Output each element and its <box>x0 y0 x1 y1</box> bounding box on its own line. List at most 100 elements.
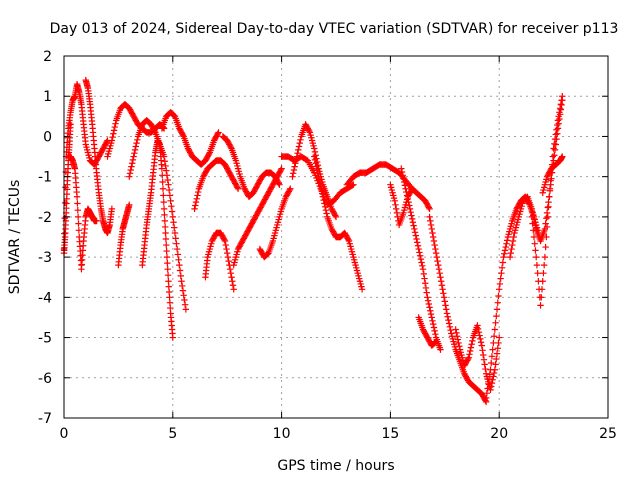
data-point <box>432 331 439 338</box>
data-point <box>530 227 537 234</box>
data-point <box>413 235 420 243</box>
data-point <box>528 213 536 221</box>
data-point <box>446 323 454 331</box>
data-point <box>174 251 182 258</box>
data-point <box>530 233 538 241</box>
data-point <box>165 278 172 285</box>
data-point <box>532 253 540 261</box>
data-point <box>543 233 550 241</box>
data-point <box>406 205 414 213</box>
data-point <box>452 326 459 333</box>
data-point <box>543 215 550 222</box>
data-point <box>133 139 140 147</box>
data-point <box>323 210 330 217</box>
data-point <box>428 225 435 233</box>
data-point <box>432 338 440 345</box>
data-point <box>417 255 425 263</box>
data-point <box>292 156 300 164</box>
series-arc-l <box>202 229 237 293</box>
data-point <box>426 205 433 213</box>
data-point <box>429 317 436 324</box>
data-point <box>170 111 177 119</box>
data-point <box>311 153 318 160</box>
data-point <box>311 145 318 152</box>
series-arc-d <box>78 205 100 273</box>
data-point <box>427 221 435 229</box>
data-point <box>290 170 297 177</box>
data-point <box>67 121 74 128</box>
data-point <box>547 177 554 184</box>
y-tick-label: 0 <box>43 129 52 145</box>
data-point <box>484 385 491 392</box>
data-point <box>481 361 488 368</box>
data-point <box>430 237 438 245</box>
data-point <box>223 245 230 253</box>
data-point <box>490 373 497 380</box>
data-point <box>494 345 501 352</box>
data-point <box>289 173 296 180</box>
data-point <box>320 196 327 204</box>
data-point <box>429 233 437 241</box>
data-point <box>540 270 547 277</box>
data-point <box>402 185 409 192</box>
data-point <box>393 209 401 217</box>
data-point <box>317 183 324 190</box>
data-point <box>469 337 476 345</box>
data-point <box>350 181 357 188</box>
series-arc-t <box>387 181 433 229</box>
data-point <box>173 245 181 253</box>
data-point <box>179 282 186 290</box>
data-point <box>305 127 313 135</box>
data-point <box>170 219 177 226</box>
data-point <box>224 253 232 261</box>
data-point <box>132 143 140 150</box>
data-point <box>453 329 460 337</box>
data-point <box>539 278 546 285</box>
y-tick-label: -7 <box>38 411 52 427</box>
data-point <box>542 220 549 227</box>
data-point <box>318 186 325 194</box>
data-point <box>160 198 167 206</box>
data-point <box>554 130 561 137</box>
data-point <box>437 346 444 353</box>
x-tick-label: 5 <box>168 426 177 442</box>
data-point <box>313 163 320 170</box>
data-point <box>403 192 411 199</box>
data-point <box>226 265 234 273</box>
data-point <box>429 229 436 237</box>
data-point <box>538 286 546 293</box>
data-point <box>314 170 322 177</box>
series-arc-z <box>506 97 566 261</box>
series-arc-e <box>82 76 116 237</box>
data-point <box>499 259 507 266</box>
data-point <box>551 140 558 148</box>
data-point <box>494 299 501 306</box>
data-point <box>171 224 178 231</box>
data-point <box>420 270 427 278</box>
data-point <box>509 237 517 245</box>
data-point <box>225 257 232 265</box>
data-point <box>554 121 561 129</box>
data-point <box>555 120 562 127</box>
data-point <box>178 278 185 285</box>
series-arc-o <box>256 185 294 261</box>
data-point <box>440 290 447 297</box>
data-point <box>74 200 81 207</box>
y-tick-label: -6 <box>38 371 52 387</box>
data-point <box>313 166 321 174</box>
data-point <box>444 313 451 320</box>
data-point <box>73 193 81 200</box>
data-point <box>480 356 488 363</box>
data-point <box>523 194 530 201</box>
data-point <box>454 336 462 343</box>
data-point <box>321 203 329 211</box>
data-point <box>103 138 110 146</box>
data-point <box>478 342 485 349</box>
data-point <box>557 101 565 108</box>
series-arc-b <box>60 121 74 257</box>
data-point <box>510 233 517 241</box>
data-point <box>447 326 454 334</box>
data-point <box>497 275 504 282</box>
data-point <box>534 270 541 277</box>
data-point <box>158 165 166 172</box>
